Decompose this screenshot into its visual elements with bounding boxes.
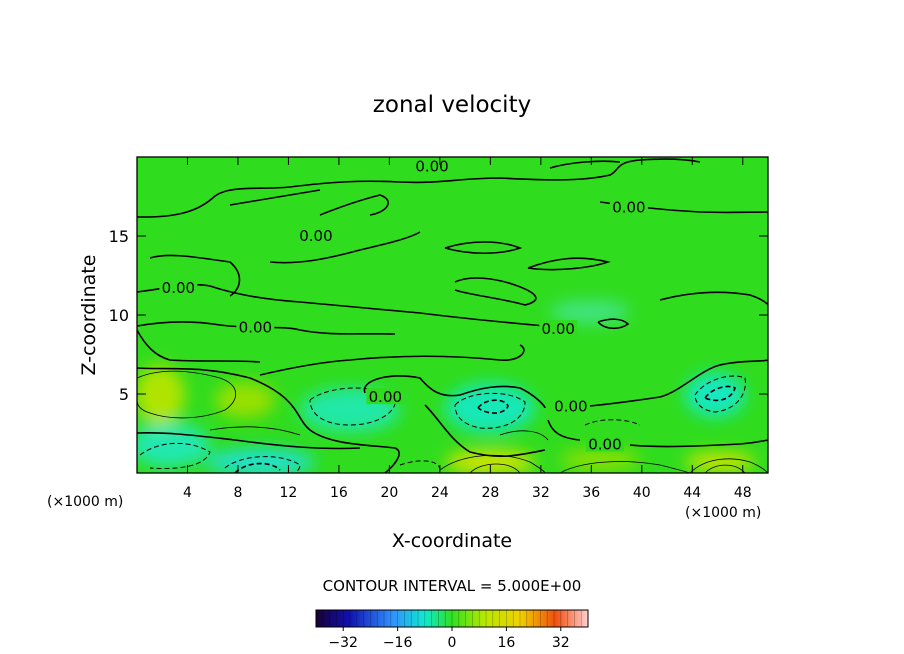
zero-contour-line [269,231,421,264]
x-tick-label: 36 [582,485,600,501]
colorbar-tick-label: 0 [448,635,457,651]
zero-contour-line [137,367,400,473]
negative-contour-line [454,392,526,429]
contour-labels: 0.00 0.00 0.00 0.00 0.00 0.00 0.00 0.00 0.00 [159,157,648,454]
shade-cyan-region [550,300,630,324]
y-axis-label: Z-coordinate [78,255,100,376]
contour-label: 0.00 [162,279,195,297]
shade-cyan-region [445,383,535,433]
zero-contour-line [527,257,611,271]
contour-label: 0.00 [588,436,621,454]
contour-lines [137,158,768,473]
contour-label-bg [551,397,590,414]
zero-contour-line [629,439,768,448]
contour-label-bg [585,435,624,452]
zero-contour-line [319,194,389,216]
shade-yellow-region [137,365,185,425]
contour-label-bg [236,318,275,335]
positive-contour-line [689,458,768,473]
colorbar-tick-label: −16 [383,635,413,651]
contour-label-bg [539,320,578,337]
zero-contour-line [659,291,768,306]
contour-label: 0.00 [239,319,272,337]
shade-cyan-region [137,423,210,467]
x-unit-label-right: (×1000 m) [685,505,761,521]
negative-contour-line [704,385,736,402]
negative-contour-line [224,456,301,473]
x-tick-label: 40 [633,485,651,501]
x-tick-label: 8 [233,485,242,501]
zero-contour-line [424,404,546,457]
positive-contour-line [469,463,521,473]
negative-contour-line [139,442,211,469]
y-tick-label: 15 [109,227,129,246]
x-tick-label: 32 [532,485,550,501]
zero-contour-line [589,359,768,407]
shade-cyan-region [205,448,315,473]
x-tick-label: 12 [280,485,298,501]
x-tick-label: 24 [431,485,449,501]
contour-label-bg [366,388,405,405]
zero-contour-line [137,283,546,327]
zero-contour-line [597,318,630,330]
zero-contour-line [137,432,361,450]
contour-label: 0.00 [299,227,332,245]
contour-label-bg [296,227,335,243]
contour-lines-thin [137,370,768,473]
contour-label: 0.00 [369,388,402,406]
shade-yellow-region [560,450,640,470]
contour-label: 0.00 [415,157,448,175]
contour-label: 0.00 [612,199,645,217]
contour-interval-label: CONTOUR INTERVAL = 5.000E+00 [323,577,582,595]
velocity-field-shading [137,300,755,473]
contour-label-bg [609,198,648,215]
negative-contour-line [477,399,509,414]
x-axis-label: X-coordinate [392,530,512,552]
x-tick-label: 4 [183,485,192,501]
shade-yellow-region [685,452,755,472]
negative-contour-line [694,375,746,413]
contour-label-bg [413,157,452,174]
zero-contour-line [149,254,241,297]
colorbar-tick-label: 32 [552,635,570,651]
colorbar-stripes [322,610,582,627]
negative-contour-line [309,387,397,426]
positive-contour-line [704,464,746,473]
positive-contour-line [439,454,546,473]
shade-yellow-region [215,382,275,418]
zero-contour-line [454,277,537,306]
contour-label: 0.00 [554,398,587,416]
zero-contour-line [547,419,581,441]
y-tick-label: 5 [119,385,129,404]
positive-contour-line [499,430,549,441]
x-tick-label: 16 [330,485,348,501]
zero-contour-line [229,189,321,206]
colorbar: −32 −16 0 16 32 [315,609,589,651]
x-unit-label-left: (×1000 m) [47,494,123,510]
zero-contour-line [444,241,523,254]
x-tick-label: 48 [734,485,752,501]
positive-contour-line [209,426,301,436]
positive-contour-line [559,461,691,473]
colorbar-ticks: −32 −16 0 16 32 [328,627,570,651]
x-tick-label: 28 [481,485,499,501]
contour-label-bg [159,279,198,296]
zero-contour-line [363,375,546,409]
y-tick-label: 10 [109,306,129,325]
zero-contour-line [137,329,261,363]
x-tick-label: 44 [683,485,701,501]
positive-contour-line [137,370,237,419]
zero-contour-line [549,160,621,169]
negative-contour-line [584,419,641,426]
colorbar-tick-label: 16 [497,635,515,651]
zero-contour-line [137,158,701,218]
colorbar-tick-label: −32 [328,635,358,651]
zero-contour-line [259,344,525,376]
plot-area: 0.00 0.00 0.00 0.00 0.00 0.00 0.00 0.00 0.00 [137,157,768,473]
chart-title: zonal velocity [373,92,531,118]
contour-label: 0.00 [542,320,575,338]
x-tick-label: 20 [380,485,398,501]
